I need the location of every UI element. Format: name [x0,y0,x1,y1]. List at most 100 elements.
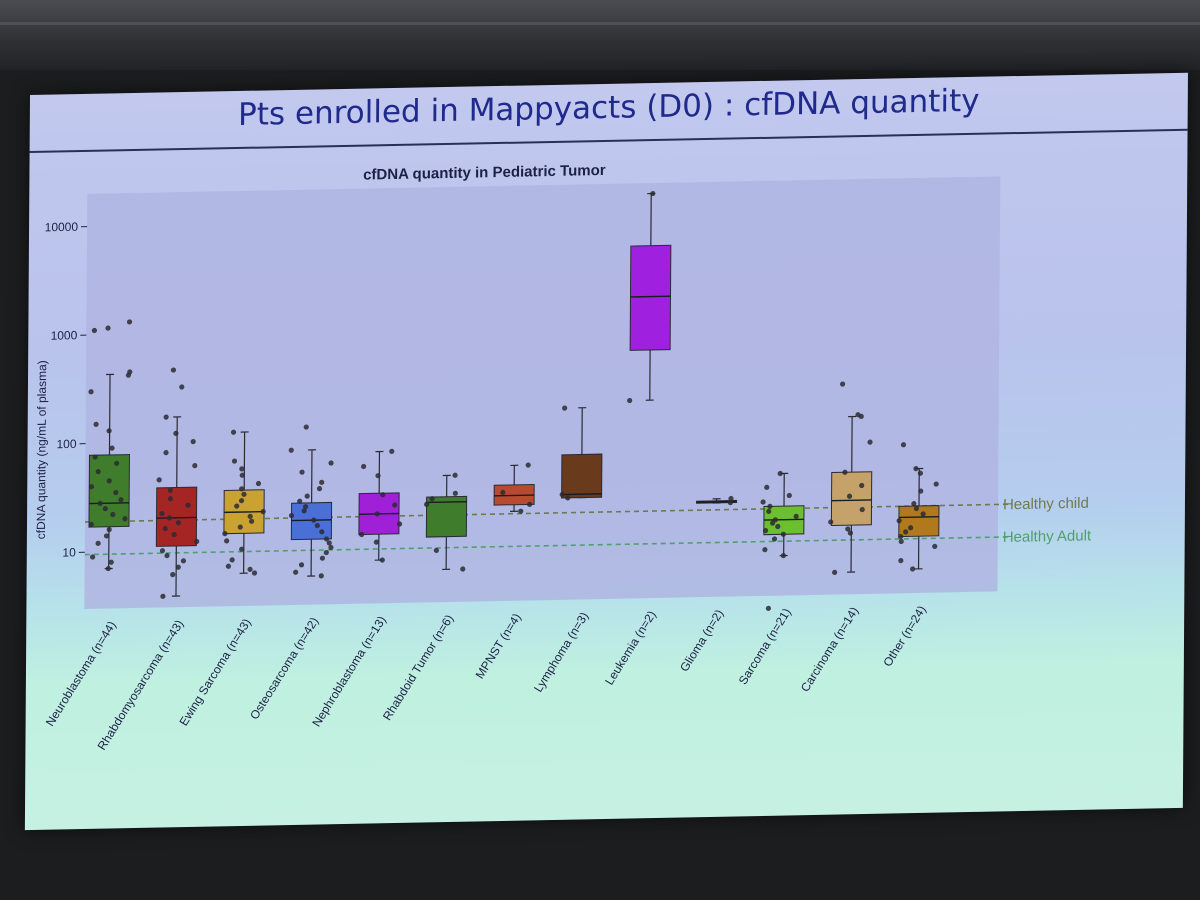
data-point [297,498,303,504]
data-point [913,505,920,512]
data-point [192,463,198,469]
data-point [180,558,187,564]
y-tick-label: 10000 [45,220,79,235]
data-point [225,563,231,569]
data-point [765,605,772,611]
data-point [190,438,196,445]
data-point [396,521,403,527]
data-point [175,564,181,570]
data-point [847,530,853,536]
reference-line [84,536,1008,556]
data-point [92,454,98,460]
data-point [88,521,94,527]
data-point [392,502,398,508]
data-point [162,525,168,532]
data-point [859,482,865,489]
data-point [845,526,851,532]
data-point [163,414,169,420]
box-10 [696,495,738,506]
data-point [562,405,568,411]
data-point [247,513,253,519]
data-point [113,489,119,496]
data-point [106,526,112,533]
box-11 [760,470,805,611]
data-point [898,533,904,540]
data-point [194,538,200,545]
x-tick-label: MPNST (n=4) [473,611,524,681]
box-3 [222,429,266,576]
projector-ceiling [0,0,1200,70]
data-point [903,529,909,535]
data-point [565,495,571,501]
box-plot-chart: cfDNA quantity in Pediatric Tumor cfDNA … [34,162,1092,753]
data-point [93,421,99,427]
box-body [155,486,198,547]
data-point [842,469,848,475]
box-4 [288,424,334,579]
data-point [166,515,173,521]
box-2 [155,367,200,599]
data-point [126,319,133,325]
x-tick-label: Neuroblastoma (n=44) [43,619,119,729]
data-point [359,531,365,538]
data-point [913,466,919,472]
data-point [452,472,458,478]
data-point [559,491,565,498]
data-point [846,493,853,499]
data-point [373,539,379,545]
data-point [898,538,904,545]
data-point [239,466,245,472]
data-point [389,448,395,454]
box-13 [896,442,940,572]
data-point [170,367,177,373]
reference-line-label: Healthy child [1003,495,1089,514]
data-point [167,496,174,502]
box-8 [559,405,603,501]
data-point [525,462,531,468]
data-point [762,547,768,553]
x-tick-label: Osteosarcoma (n=42) [247,615,321,722]
data-point [933,481,939,487]
x-tick-label: Lymphoma (n=3) [531,610,591,695]
x-tick-label: Carcinoma (n=14) [798,604,861,694]
box-9 [627,190,672,404]
data-point [237,524,243,530]
data-point [326,540,332,546]
data-point [780,531,786,537]
data-point [299,469,305,475]
data-point [88,484,95,490]
data-point [171,532,177,538]
box-body [830,471,873,527]
data-point [91,327,98,334]
data-point [908,525,914,531]
data-point [102,506,108,512]
data-point [911,501,917,507]
data-point [917,470,924,476]
slide: Pts enrolled in Mappyacts (D0) : cfDNA q… [24,72,1188,831]
data-point [127,369,133,375]
data-point [222,531,228,537]
median-line [156,516,197,519]
data-point [375,473,381,479]
data-point [230,429,237,435]
data-point [424,501,430,507]
median-line [831,499,872,502]
box-body [425,495,468,538]
data-point [728,495,734,502]
y-axis-label: cfDNA quantity (ng/mL of plasma) [34,360,49,539]
data-point [429,496,435,502]
data-point [304,493,310,499]
data-point [224,538,230,544]
data-point [433,547,439,554]
data-point [106,428,112,434]
reference-line-label: Healthy Adult [1003,527,1092,546]
data-point [328,460,334,466]
data-point [314,522,320,529]
data-point [179,384,185,390]
data-point [159,548,166,554]
data-point [760,499,766,505]
box-6 [424,472,468,572]
data-point [920,511,926,517]
data-point [793,513,799,519]
data-point [241,491,247,497]
